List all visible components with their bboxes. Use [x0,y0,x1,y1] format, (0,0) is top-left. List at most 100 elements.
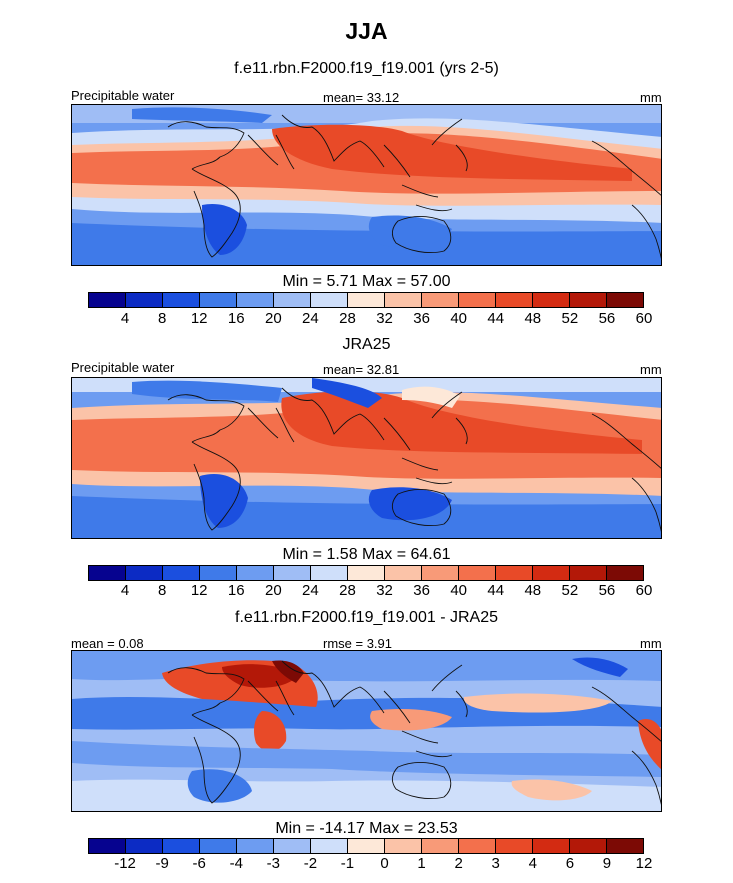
colorbar-swatch [311,566,348,580]
colorbar-tick-label: 28 [339,310,356,327]
colorbar-tick-label: 9 [602,855,612,872]
colorbar-tick-label: 16 [227,310,245,327]
colorbar-tick-label: 28 [339,582,356,599]
colorbar-tick-label: 40 [450,582,467,599]
panel3-subtitle: f.e11.rbn.F2000.f19_f19.001 - JRA25 [235,609,498,626]
colorbar-tick-label: 20 [264,582,282,599]
colorbar-tick-label: 12 [635,855,653,872]
colorbar-tick-label: 20 [264,310,282,327]
colorbar-swatch [237,839,274,853]
colorbar-swatch [533,839,570,853]
panel2-subtitle: JRA25 [342,336,391,353]
colorbar-swatch [163,293,200,307]
panel2-map-field [72,378,661,538]
colorbar-tick-label: 44 [487,310,505,327]
colorbar-tick-label: 24 [302,310,319,327]
colorbar-swatch [496,566,533,580]
colorbar-swatch [89,293,126,307]
colorbar-swatch [163,566,200,580]
panel2-colorbar-ticks: 4 8 12 16 20 24 28 32 36 40 44 48 52 56 60 [88,582,652,600]
colorbar-swatch [496,839,533,853]
colorbar-tick-label: 32 [376,582,393,599]
colorbar-swatch [570,839,607,853]
colorbar-tick-label: 16 [227,582,245,599]
panel2-variable-label: Precipitable water [71,360,175,375]
colorbar-swatch [422,839,459,853]
colorbar-swatch [348,839,385,853]
colorbar-tick-label: 3 [491,855,500,872]
colorbar-swatch [496,293,533,307]
colorbar-swatch [200,566,237,580]
colorbar-tick-label: 52 [561,310,579,327]
colorbar-swatch [459,293,496,307]
panel1-subtitle: f.e11.rbn.F2000.f19_f19.001 (yrs 2-5) [234,60,499,77]
panel3-rmse-label: rmse = 3.91 [323,636,393,651]
colorbar-tick-label: -2 [303,855,318,872]
colorbar-tick-label: -9 [155,855,169,872]
colorbar-tick-label: 4 [120,582,130,599]
colorbar-tick-label: 12 [190,582,208,599]
colorbar-swatch [385,293,422,307]
panel3-colorbar [88,838,644,854]
colorbar-swatch [385,566,422,580]
colorbar-swatch [200,293,237,307]
colorbar-tick-label: 4 [120,310,130,327]
panel3-map-field [72,651,661,811]
panel2-minmax: Min = 1.58 Max = 64.61 [282,546,451,563]
panel2-units-label: mm [640,362,662,377]
colorbar-swatch [237,293,274,307]
colorbar-swatch [422,566,459,580]
panel1-variable-label: Precipitable water [71,88,175,103]
panel1-mean-label: mean= 33.12 [323,90,400,105]
colorbar-swatch [348,293,385,307]
panel1-minmax: Min = 5.71 Max = 57.00 [282,273,451,290]
colorbar-swatch [126,293,163,307]
colorbar-swatch [607,293,643,307]
colorbar-swatch [607,839,643,853]
colorbar-tick-label: 6 [565,855,575,872]
panel2-map [71,377,662,539]
panel3-colorbar-ticks: -12 -9 -6 -4 -3 -2 -1 0 1 2 3 4 6 9 12 [88,855,652,873]
colorbar-swatch [163,839,200,853]
colorbar-tick-label: -1 [340,855,355,872]
colorbar-tick-label: 1 [417,855,426,872]
panel3-mean-label: mean = 0.08 [71,636,144,651]
colorbar-swatch [274,566,311,580]
colorbar-tick-label: -12 [114,855,136,872]
panel2-mean-label: mean= 32.81 [323,362,400,377]
colorbar-swatch [311,839,348,853]
panel1-map [71,104,662,266]
colorbar-swatch [89,566,126,580]
colorbar-swatch [533,566,570,580]
colorbar-swatch [200,839,237,853]
colorbar-tick-label: -6 [192,855,206,872]
colorbar-tick-label: 8 [157,310,167,327]
colorbar-tick-label: 24 [302,582,319,599]
colorbar-tick-label: 0 [380,855,389,872]
colorbar-swatch [274,839,311,853]
colorbar-swatch [385,839,422,853]
panel3-minmax: Min = -14.17 Max = 23.53 [275,820,458,837]
colorbar-tick-label: 60 [635,310,653,327]
panel2-colorbar [88,565,644,581]
colorbar-swatch [607,566,643,580]
colorbar-swatch [126,839,163,853]
colorbar-tick-label: 36 [413,582,430,599]
colorbar-tick-label: 36 [413,310,430,327]
colorbar-swatch [126,566,163,580]
colorbar-tick-label: 2 [454,855,463,872]
colorbar-swatch [459,566,496,580]
colorbar-tick-label: -3 [266,855,280,872]
colorbar-swatch [570,566,607,580]
colorbar-swatch [89,839,126,853]
figure-title: JJA [345,18,388,44]
colorbar-swatch [570,293,607,307]
colorbar-tick-label: 56 [598,310,616,327]
colorbar-tick-label: 12 [190,310,208,327]
panel3-map [71,650,662,812]
colorbar-tick-label: 8 [157,582,167,599]
colorbar-swatch [422,293,459,307]
colorbar-swatch [311,293,348,307]
panel1-colorbar [88,292,644,308]
panel3-units-label: mm [640,636,662,651]
